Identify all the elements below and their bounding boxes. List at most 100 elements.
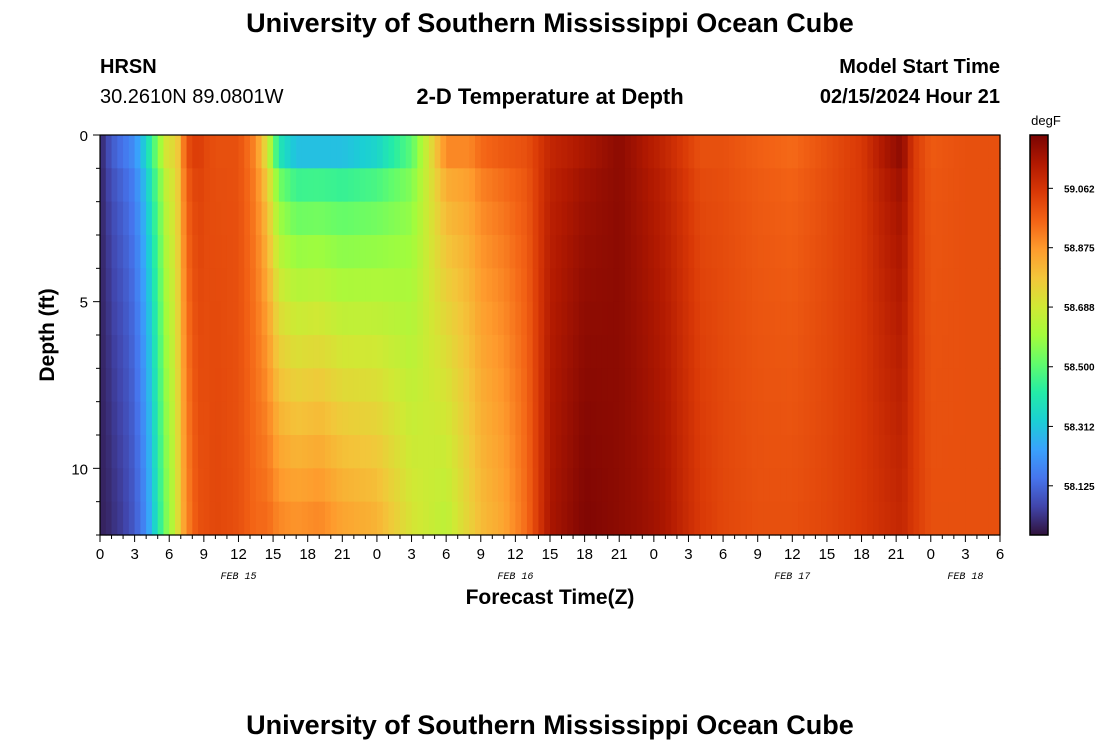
heatmap-cell <box>134 268 141 303</box>
heatmap-cell <box>301 168 309 203</box>
heatmap-cell <box>428 135 436 169</box>
heatmap-cell <box>446 501 453 536</box>
heatmap-cell <box>105 168 113 203</box>
heatmap-cell <box>169 501 176 536</box>
heatmap-cell <box>521 401 528 436</box>
heatmap-cell <box>134 435 141 469</box>
heatmap-cell <box>826 468 834 503</box>
heatmap-cell <box>936 235 943 269</box>
heatmap-cell <box>319 235 326 269</box>
heatmap-cell <box>105 368 113 403</box>
heatmap-cell <box>688 435 695 469</box>
heatmap-cell <box>140 268 147 303</box>
heatmap-cell <box>451 268 459 303</box>
heatmap-cell <box>238 201 245 236</box>
heatmap-cell <box>838 201 845 236</box>
heatmap-cell <box>348 235 355 269</box>
heatmap-cell <box>538 235 545 269</box>
heatmap-cell <box>711 268 718 303</box>
heatmap-cell <box>861 135 868 169</box>
heatmap-cell <box>890 335 897 369</box>
heatmap-cell <box>803 335 811 369</box>
heatmap-cell <box>625 235 632 269</box>
heatmap-cell <box>180 301 188 336</box>
heatmap-cell <box>486 368 493 403</box>
heatmap-cell <box>630 501 638 536</box>
heatmap-cell <box>982 401 990 436</box>
heatmap-cell <box>475 335 482 369</box>
heatmap-cell <box>728 268 736 303</box>
heatmap-cell <box>913 201 920 236</box>
heatmap-cell <box>861 201 868 236</box>
heatmap-cell <box>203 201 211 236</box>
heatmap-cell <box>711 468 718 503</box>
heatmap-cell <box>359 335 366 369</box>
heatmap-cell <box>342 401 349 436</box>
heatmap-cell <box>740 168 747 203</box>
heatmap-cell <box>700 468 707 503</box>
heatmap-cell <box>746 368 753 403</box>
colorbar-tick-label: 58.125 <box>1064 482 1095 493</box>
heatmap-cell <box>982 435 990 469</box>
heatmap-cell <box>792 168 799 203</box>
heatmap-cell <box>994 235 1001 269</box>
heatmap-cell <box>209 135 216 169</box>
heatmap-cell <box>492 335 499 369</box>
heatmap-cell <box>769 468 776 503</box>
heatmap-cell <box>423 135 430 169</box>
heatmap-cell <box>878 135 886 169</box>
heatmap-cell <box>596 468 603 503</box>
heatmap-cell <box>278 435 286 469</box>
heatmap-cell <box>815 401 822 436</box>
heatmap-cell <box>244 168 251 203</box>
heatmap-cell <box>994 201 1001 236</box>
heatmap-cell <box>901 335 909 369</box>
heatmap-cell <box>492 201 499 236</box>
heatmap-cell <box>221 201 228 236</box>
heatmap-cell <box>451 135 459 169</box>
heatmap-cell <box>625 501 632 536</box>
heatmap-cell <box>861 435 868 469</box>
heatmap-cell <box>463 268 470 303</box>
heatmap-cell <box>296 235 303 269</box>
heatmap-cell <box>682 435 690 469</box>
heatmap-cell <box>751 135 759 169</box>
heatmap-cell <box>296 201 303 236</box>
heatmap-cell <box>555 368 563 403</box>
heatmap-cell <box>953 335 961 369</box>
heatmap-cell <box>925 268 932 303</box>
heatmap-cell <box>671 368 678 403</box>
x-tick-label: 6 <box>996 546 1004 563</box>
x-axis-label: Forecast Time(Z) <box>466 586 635 609</box>
heatmap-cell <box>250 435 257 469</box>
heatmap-cell <box>930 335 938 369</box>
heatmap-cell <box>734 168 741 203</box>
heatmap-cell <box>336 368 343 403</box>
heatmap-cell <box>976 301 984 336</box>
heatmap-cell <box>209 201 216 236</box>
heatmap-cell <box>203 301 211 336</box>
heatmap-cell <box>111 201 118 236</box>
heatmap-cell <box>636 201 643 236</box>
heatmap-cell <box>492 235 499 269</box>
heatmap-cell <box>896 268 903 303</box>
heatmap-cell <box>798 368 805 403</box>
heatmap-cell <box>723 401 730 436</box>
heatmap-cell <box>751 268 759 303</box>
heatmap-cell <box>238 368 245 403</box>
heatmap-cell <box>913 435 920 469</box>
heatmap-cell <box>596 168 603 203</box>
heatmap-cell <box>440 468 447 503</box>
heatmap-cell <box>971 468 978 503</box>
heatmap-cell <box>676 201 684 236</box>
heatmap-cell <box>573 335 580 369</box>
heatmap-cell <box>965 201 972 236</box>
heatmap-cell <box>873 335 880 369</box>
heatmap-cell <box>446 468 453 503</box>
heatmap-cell <box>878 368 886 403</box>
heatmap-cell <box>890 301 897 336</box>
heatmap-cell <box>746 335 753 369</box>
heatmap-cell <box>590 301 597 336</box>
heatmap-cell <box>798 201 805 236</box>
heatmap-cell <box>255 468 263 503</box>
